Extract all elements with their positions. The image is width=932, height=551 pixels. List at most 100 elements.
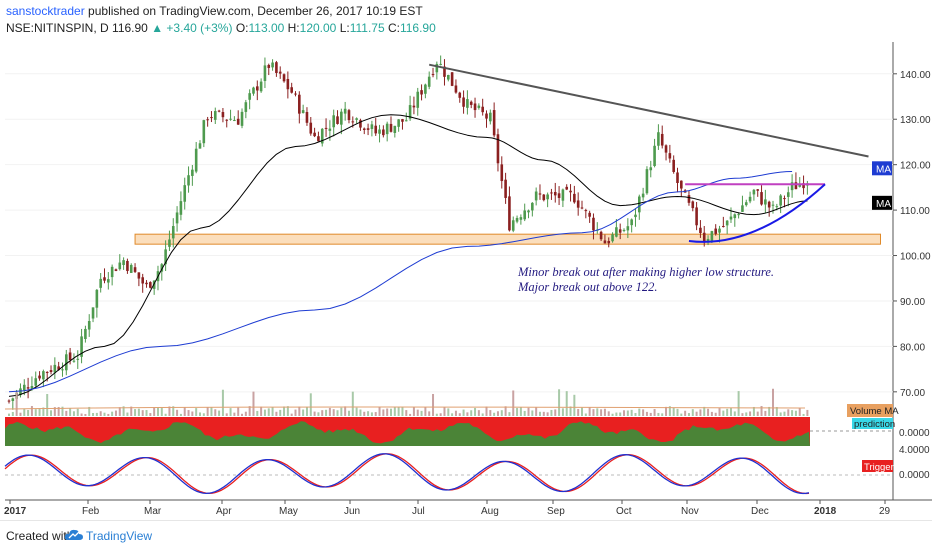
volume-bar — [172, 406, 175, 416]
candle-body — [206, 119, 209, 121]
volume-bar — [309, 393, 312, 416]
candle-body — [607, 240, 611, 244]
price-chart[interactable]: 70.00 80.00 90.00 100.00 110.00 120.00 130.00 1… — [0, 38, 932, 520]
candle-body — [420, 90, 423, 95]
candle-body — [91, 307, 95, 319]
volume-bar — [802, 413, 805, 416]
volume-bar — [50, 410, 53, 416]
descending-trendline — [428, 63, 869, 158]
time-tick-label: Apr — [216, 506, 232, 517]
candle-body — [714, 228, 717, 234]
candle-body — [573, 193, 576, 203]
volume-bar — [588, 407, 591, 416]
volume-bar — [477, 410, 480, 416]
volume-bar — [92, 413, 95, 416]
volume-bar — [256, 410, 259, 416]
candle-body — [49, 370, 53, 373]
volume-bar — [714, 412, 717, 416]
prediction-tag — [852, 418, 893, 429]
stochastic-trigger-line — [4, 453, 810, 495]
candle-body — [202, 120, 206, 144]
trigger-tag — [862, 460, 893, 472]
candle-body — [592, 217, 595, 231]
candle-body — [240, 111, 244, 126]
candle-body — [760, 192, 763, 205]
volume-bar — [76, 408, 79, 416]
rounding-bottom-curve — [688, 183, 826, 243]
volume-bar — [718, 408, 721, 416]
symbol-label[interactable]: NSE:NITINSPIN, D — [6, 21, 109, 35]
volume-bar — [95, 412, 98, 416]
volume-bar — [565, 391, 568, 416]
volume-bar — [428, 411, 431, 416]
volume-bar — [596, 408, 599, 416]
candle-body — [450, 72, 454, 86]
volume-bar — [38, 408, 41, 416]
candle-body — [179, 201, 183, 215]
volume-bar — [665, 406, 668, 416]
candle-body — [68, 352, 72, 361]
volume-bar — [347, 410, 350, 416]
volume-bar — [474, 407, 477, 416]
volume-bar — [508, 412, 511, 416]
candle-body — [645, 169, 649, 194]
candle-body — [725, 220, 729, 226]
candle-body — [664, 145, 668, 153]
candle-body — [248, 93, 251, 100]
volume-bar — [756, 411, 759, 416]
volume-bar — [791, 410, 794, 416]
volume-bar — [367, 411, 370, 416]
volume-bar — [61, 406, 64, 416]
volume-bar — [107, 413, 110, 416]
volume-bar — [145, 410, 148, 416]
candle-body — [416, 91, 420, 108]
volume-bar — [462, 409, 465, 416]
candle-body — [580, 207, 584, 209]
candle-body — [256, 86, 259, 91]
volume-bar — [726, 408, 729, 416]
tradingview-brand-link[interactable]: TradingView — [86, 529, 153, 543]
candle-body — [343, 108, 347, 114]
volume-bar — [710, 411, 713, 416]
candle-body — [164, 249, 167, 265]
candle-body — [217, 110, 221, 112]
candle-body — [691, 201, 695, 209]
author-link[interactable]: sanstocktrader — [6, 4, 85, 18]
time-tick-label: 29 — [879, 506, 891, 517]
candle-body — [236, 118, 240, 125]
candle-body — [187, 175, 190, 186]
volume-bar — [496, 411, 499, 416]
volume-bar — [512, 390, 515, 416]
candle-body — [630, 219, 633, 226]
volume-bar — [210, 407, 213, 416]
candle-body — [194, 148, 198, 172]
volume-bar — [382, 409, 385, 416]
volume-bar — [386, 408, 389, 416]
candle-body — [435, 63, 439, 73]
volume-bar — [248, 406, 251, 416]
volume-bar — [687, 413, 690, 416]
candle-body — [599, 231, 603, 240]
candles — [7, 55, 809, 410]
volume-bar — [290, 413, 293, 416]
candle-body — [561, 189, 565, 201]
candle-body — [76, 358, 80, 360]
moving-average-black — [8, 114, 808, 397]
volume-bar — [46, 393, 49, 416]
volume-bar — [749, 411, 752, 416]
candle-body — [431, 74, 435, 76]
volume-bar — [267, 408, 270, 416]
volume-bar — [775, 407, 778, 416]
candle-body — [389, 123, 393, 132]
volume-bar — [336, 410, 339, 416]
candle-body — [370, 124, 374, 129]
candle-body — [11, 398, 15, 402]
candle-body — [542, 194, 546, 201]
candle-body — [519, 217, 523, 220]
volume-bar — [141, 410, 144, 416]
volume-bar — [416, 409, 419, 416]
volume-bar — [15, 392, 18, 416]
candle-body — [38, 375, 41, 379]
created-with-label: Created with — [6, 529, 74, 543]
volume-bar — [733, 411, 736, 416]
